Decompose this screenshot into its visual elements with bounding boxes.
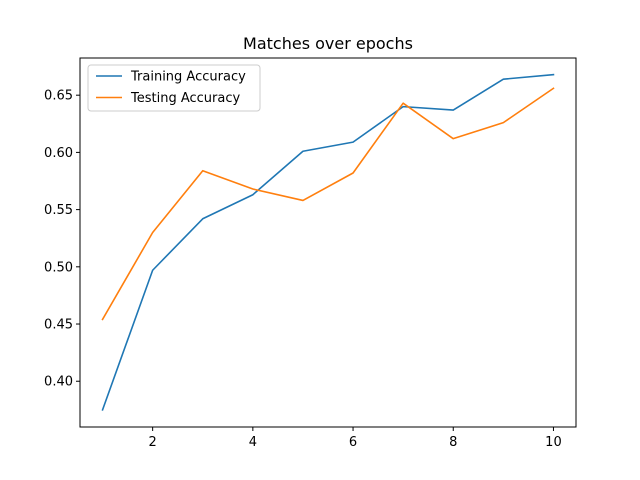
x-tick-label: 8: [449, 435, 457, 450]
plot-frame: [79, 57, 577, 428]
x-tick-label: 6: [349, 435, 357, 450]
plot-layer: [101, 73, 555, 411]
y-tick-label: 0.45: [44, 318, 73, 333]
x-tick-label: 2: [149, 435, 157, 450]
y-tick-label: 0.60: [44, 146, 73, 161]
x-tick-label: 4: [249, 435, 257, 450]
legend-label-1: Training Accuracy: [130, 70, 246, 85]
series-line-1: [101, 73, 555, 411]
y-tick-label: 0.65: [44, 89, 73, 104]
y-tick-label: 0.40: [44, 375, 73, 390]
y-tick-label: 0.55: [44, 203, 73, 218]
legend-box: [87, 64, 261, 112]
chart-title: Matches over epochs: [243, 34, 413, 53]
legend-label-2: Testing Accuracy: [130, 91, 240, 106]
axis-layer: 2 4 6 8 10 0.40 0.45 0.50 0.55 0.60 0.65: [44, 89, 562, 450]
legend: Training Accuracy Testing Accuracy: [87, 64, 261, 112]
y-tick-label: 0.50: [44, 260, 73, 275]
series-line-2: [101, 87, 555, 321]
x-tick-label: 10: [545, 435, 562, 450]
